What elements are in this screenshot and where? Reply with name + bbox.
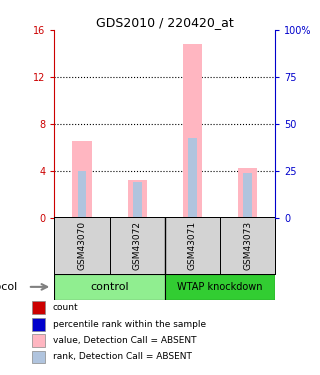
Bar xyxy=(243,173,252,217)
Bar xyxy=(128,180,147,218)
Text: WTAP knockdown: WTAP knockdown xyxy=(177,282,263,292)
Bar xyxy=(165,274,275,300)
Bar xyxy=(109,217,165,274)
Bar xyxy=(238,168,257,217)
Bar xyxy=(54,217,109,274)
Text: GSM43072: GSM43072 xyxy=(133,221,142,270)
Bar xyxy=(165,217,220,274)
Text: GSM43071: GSM43071 xyxy=(188,221,197,270)
Text: rank, Detection Call = ABSENT: rank, Detection Call = ABSENT xyxy=(53,352,192,362)
Bar xyxy=(220,217,275,274)
Bar xyxy=(32,318,45,331)
Text: value, Detection Call = ABSENT: value, Detection Call = ABSENT xyxy=(53,336,196,345)
Bar xyxy=(78,171,86,217)
Text: count: count xyxy=(53,303,78,312)
Text: percentile rank within the sample: percentile rank within the sample xyxy=(53,320,206,329)
Bar xyxy=(32,302,45,314)
Text: GSM43073: GSM43073 xyxy=(243,221,252,270)
Bar xyxy=(188,138,197,218)
Bar xyxy=(54,274,165,300)
Text: protocol: protocol xyxy=(0,282,17,292)
Bar xyxy=(32,334,45,347)
Bar xyxy=(72,141,92,218)
Text: GSM43070: GSM43070 xyxy=(77,221,86,270)
Bar xyxy=(133,182,141,218)
Text: control: control xyxy=(90,282,129,292)
Bar xyxy=(183,44,202,218)
Bar xyxy=(32,351,45,363)
Title: GDS2010 / 220420_at: GDS2010 / 220420_at xyxy=(96,16,234,29)
